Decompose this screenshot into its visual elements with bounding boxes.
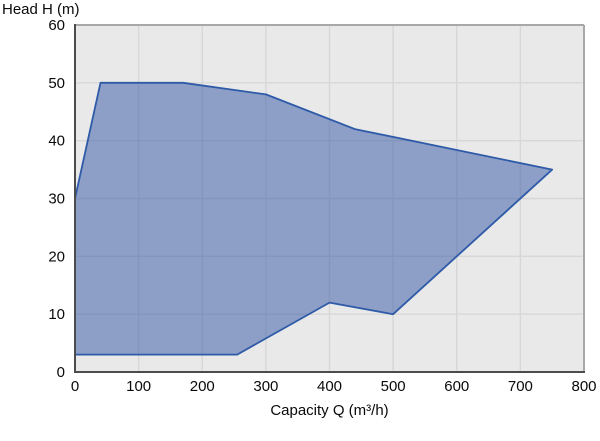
y-tick-label-0: 0	[57, 364, 65, 381]
y-axis-title: Head H (m)	[2, 1, 80, 18]
y-tick-label-60: 60	[48, 17, 65, 34]
x-tick-label-300: 300	[253, 378, 278, 395]
y-tick-label-50: 50	[48, 75, 65, 92]
x-tick-label-100: 100	[126, 378, 151, 395]
x-tick-label-0: 0	[71, 378, 79, 395]
x-tick-label-200: 200	[190, 378, 215, 395]
x-tick-label-600: 600	[444, 378, 469, 395]
y-tick-label-10: 10	[48, 306, 65, 323]
x-tick-label-800: 800	[571, 378, 596, 395]
operating-range-polygon	[74, 81, 554, 356]
x-tick-label-400: 400	[317, 378, 342, 395]
x-tick-label-500: 500	[381, 378, 406, 395]
x-axis-label: Capacity Q (m³/h)	[270, 402, 389, 419]
y-tick-label-20: 20	[48, 248, 65, 265]
x-tick-label-700: 700	[508, 378, 533, 395]
y-tick-label-40: 40	[48, 133, 65, 150]
y-tick-label-30: 30	[48, 191, 65, 208]
